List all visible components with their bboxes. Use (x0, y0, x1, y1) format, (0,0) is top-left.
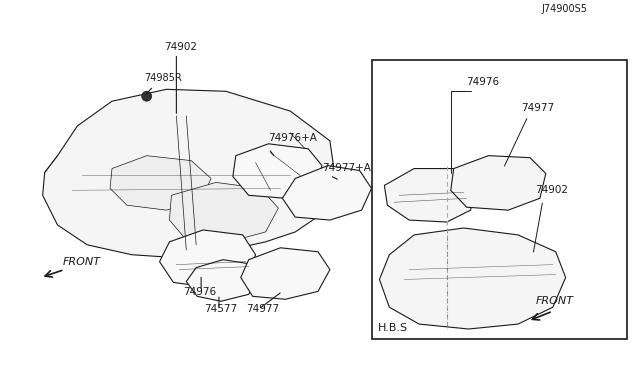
Polygon shape (110, 155, 211, 210)
Text: 74977+A: 74977+A (322, 163, 371, 173)
Polygon shape (282, 166, 371, 220)
Text: 74976+A: 74976+A (269, 133, 317, 143)
Polygon shape (43, 89, 335, 258)
Text: J74900S5: J74900S5 (541, 4, 588, 14)
Text: FRONT: FRONT (536, 296, 574, 306)
Circle shape (141, 91, 152, 101)
Polygon shape (233, 144, 322, 198)
Text: 74902: 74902 (164, 42, 198, 52)
Text: 74977: 74977 (521, 103, 554, 113)
Polygon shape (159, 230, 255, 288)
Text: FRONT: FRONT (63, 257, 100, 267)
Polygon shape (385, 169, 477, 222)
Polygon shape (170, 182, 278, 242)
Polygon shape (186, 260, 259, 301)
Text: H.B.S: H.B.S (378, 323, 408, 333)
Polygon shape (380, 228, 566, 329)
Text: 74976: 74976 (183, 287, 216, 297)
Text: 74977: 74977 (246, 304, 279, 314)
Polygon shape (451, 155, 546, 210)
Bar (372, 60, 627, 339)
Text: 74985R: 74985R (145, 73, 182, 83)
Text: 74902: 74902 (535, 185, 568, 195)
Text: 74577: 74577 (204, 304, 237, 314)
Polygon shape (241, 248, 330, 299)
Text: 74976: 74976 (467, 77, 500, 87)
